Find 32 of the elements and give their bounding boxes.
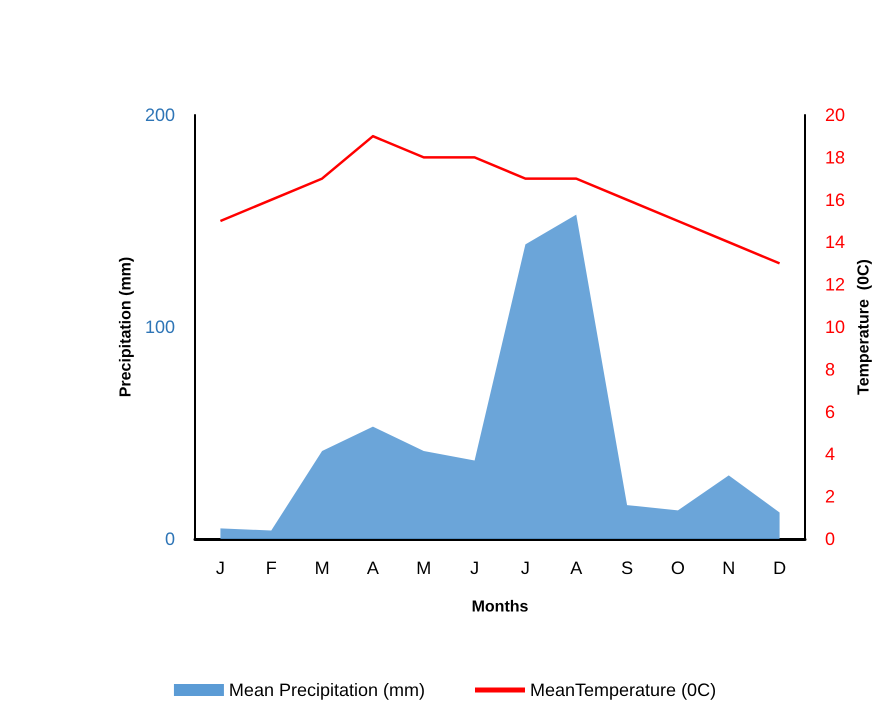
y2-tick-label: 18 bbox=[825, 147, 846, 168]
y2-tick-label: 14 bbox=[825, 232, 846, 252]
y-axis-title: Precipitation (mm) bbox=[118, 256, 135, 398]
y-tick-label: 0 bbox=[164, 529, 175, 549]
y2-tick-label: 4 bbox=[825, 444, 836, 464]
x-tick-label: M bbox=[416, 558, 432, 578]
y-tick-label: 200 bbox=[144, 105, 175, 125]
y2-tick-label: 12 bbox=[825, 274, 846, 295]
x-tick-label: J bbox=[520, 558, 530, 578]
y2-tick-label: 16 bbox=[825, 190, 846, 210]
x-tick-label: F bbox=[266, 558, 277, 578]
x-axis-title: Months bbox=[472, 598, 529, 616]
y2-tick-label: 8 bbox=[825, 359, 836, 380]
y2-axis-title: Temperature (0C) bbox=[855, 259, 872, 395]
line-series bbox=[219, 134, 781, 265]
x-tick-label: S bbox=[621, 558, 634, 578]
x-tick-label: N bbox=[722, 558, 736, 578]
x-tick-label: J bbox=[470, 558, 480, 578]
x-tick-label: M bbox=[314, 558, 330, 578]
y2-tick-label: 6 bbox=[825, 402, 836, 422]
y2-tick-label: 10 bbox=[825, 317, 846, 337]
legend-label: MeanTemperature (0C) bbox=[530, 680, 716, 700]
x-tick-label: J bbox=[216, 558, 225, 578]
y2-tick-label: 0 bbox=[825, 529, 836, 549]
x-tick-label: A bbox=[570, 558, 582, 578]
x-tick-label: D bbox=[773, 558, 786, 578]
x-tick-label: A bbox=[366, 558, 379, 578]
y2-tick-label: 2 bbox=[825, 486, 836, 507]
legend-label: Mean Precipitation (mm) bbox=[228, 680, 425, 700]
y-tick-label: 100 bbox=[144, 317, 175, 337]
x-tick-label: O bbox=[670, 558, 685, 578]
y2-tick-label: 20 bbox=[825, 105, 846, 125]
